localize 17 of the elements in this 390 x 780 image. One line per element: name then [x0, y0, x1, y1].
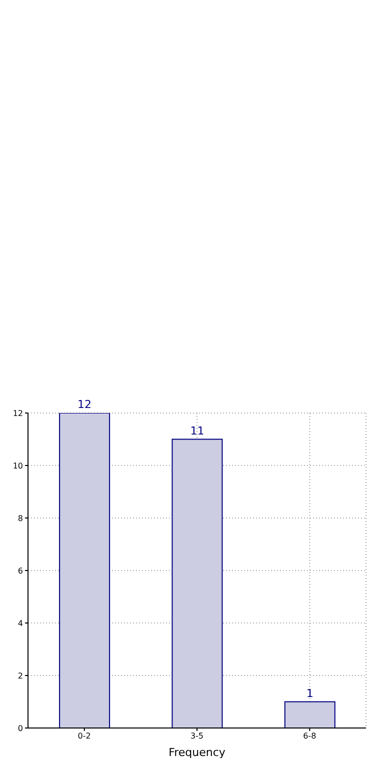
data-label: 1 — [306, 686, 314, 700]
bar — [59, 413, 110, 728]
data-label: 11 — [190, 424, 204, 438]
y-tick-label: 10 — [12, 461, 23, 470]
x-tick-label: 6-8 — [303, 732, 316, 741]
y-tick-label: 6 — [18, 566, 23, 576]
x-tick-label: 0-2 — [78, 732, 91, 741]
data-label: 12 — [78, 398, 92, 411]
x-axis-title: Frequency — [168, 746, 226, 759]
y-tick-label: 2 — [18, 671, 23, 680]
y-tick-label: 0 — [18, 724, 23, 733]
y-tick-label: 12 — [12, 408, 23, 418]
y-tick-label: 8 — [18, 514, 23, 523]
x-tick-label: 3-5 — [190, 732, 204, 741]
bar — [172, 438, 223, 728]
y-tick-label: 4 — [18, 618, 23, 628]
bar — [284, 701, 336, 728]
